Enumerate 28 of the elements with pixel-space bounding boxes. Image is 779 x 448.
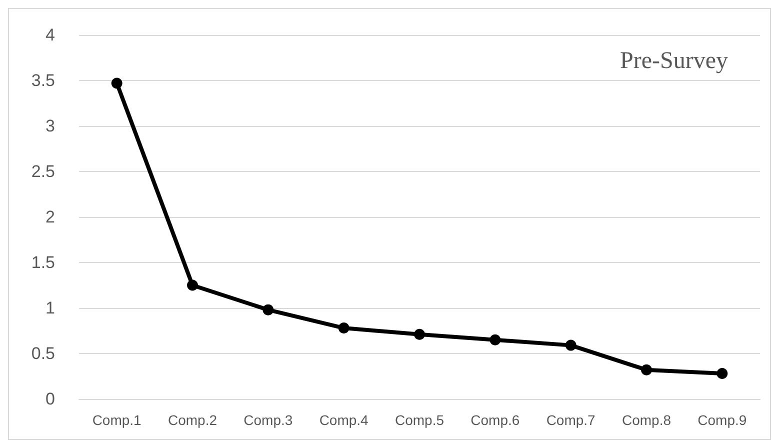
point <box>111 78 122 89</box>
x-tick-label: Comp.6 <box>470 412 520 428</box>
y-tick-label: 2.5 <box>31 162 55 181</box>
x-tick-label: Comp.7 <box>546 412 596 428</box>
point <box>338 322 350 334</box>
x-tick-label: Comp.9 <box>698 412 747 428</box>
y-tick-label: 3 <box>46 116 55 136</box>
y-tick-label: 2 <box>46 208 55 226</box>
point <box>187 280 198 291</box>
y-tick-label: 1.5 <box>31 253 55 272</box>
x-tick-label: Comp.3 <box>244 412 293 428</box>
point <box>641 364 652 376</box>
x-tick-label: Comp.8 <box>622 412 672 428</box>
annotation: Pre-Survey <box>620 48 728 74</box>
point <box>262 304 274 316</box>
point <box>414 328 425 340</box>
point <box>565 340 576 351</box>
y-tick-label: 3.5 <box>31 71 55 90</box>
x-tick-label: Comp.5 <box>394 412 444 428</box>
point <box>490 334 501 346</box>
y-tick-label: 1 <box>46 298 55 318</box>
x-tick-label: Comp.4 <box>319 412 369 428</box>
y-tick-label: 0.5 <box>31 344 55 363</box>
y-tick-label: 4 <box>46 26 55 44</box>
x-tick-label: Comp.2 <box>168 412 218 428</box>
y-tick-label: 0 <box>46 390 55 408</box>
x-tick-label: Comp.1 <box>92 412 142 428</box>
point <box>716 368 728 380</box>
